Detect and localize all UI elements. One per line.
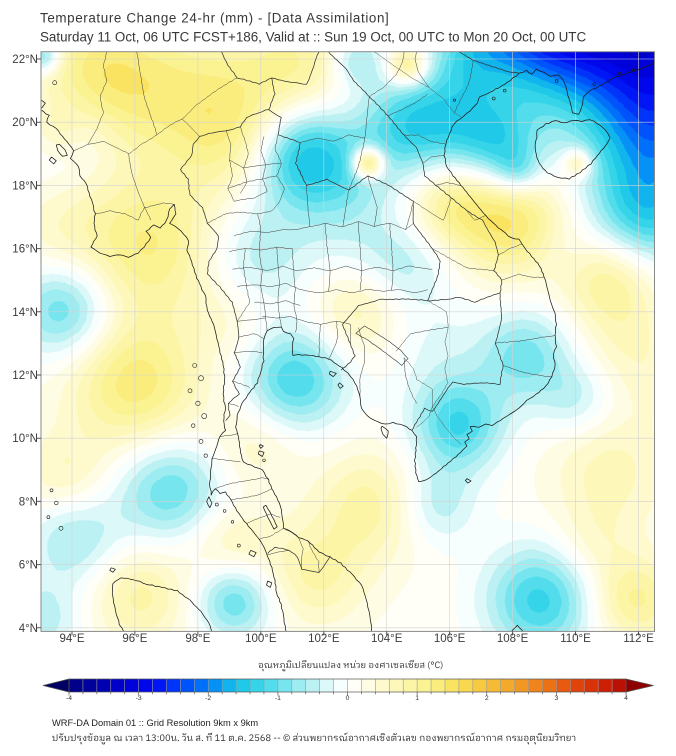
svg-text:10°N: 10°N: [12, 433, 38, 445]
svg-text:12°N: 12°N: [12, 370, 38, 382]
svg-text:6°N: 6°N: [19, 560, 38, 572]
svg-text:104°E: 104°E: [371, 633, 403, 645]
svg-text:14°N: 14°N: [12, 307, 38, 319]
svg-text:102°E: 102°E: [308, 633, 340, 645]
svg-text:110°E: 110°E: [560, 633, 591, 645]
svg-text:112°E: 112°E: [623, 633, 654, 645]
svg-text:0: 0: [346, 695, 350, 702]
svg-text:-3: -3: [136, 695, 142, 702]
svg-text:100°E: 100°E: [245, 633, 277, 645]
svg-text:96°E: 96°E: [122, 633, 147, 645]
svg-text:98°E: 98°E: [185, 633, 210, 645]
svg-text:16°N: 16°N: [12, 244, 38, 256]
svg-text:22°N: 22°N: [12, 54, 38, 66]
svg-text:2: 2: [485, 695, 489, 702]
svg-text:94°E: 94°E: [59, 633, 84, 645]
svg-text:4: 4: [624, 695, 628, 702]
svg-text:Saturday 11 Oct, 06 UTC FCST+1: Saturday 11 Oct, 06 UTC FCST+186, Valid …: [40, 30, 586, 45]
svg-text:4°N: 4°N: [19, 623, 38, 635]
svg-text:WRF-DA Domain 01 :: Grid Resol: WRF-DA Domain 01 :: Grid Resolution 9km …: [52, 718, 258, 728]
svg-text:20°N: 20°N: [12, 117, 38, 129]
svg-text:-4: -4: [66, 695, 72, 702]
svg-text:108°E: 108°E: [497, 633, 529, 645]
svg-text:Temperature Change 24-hr (mm): Temperature Change 24-hr (mm) - [Data As…: [40, 11, 389, 26]
svg-text:106°E: 106°E: [434, 633, 466, 645]
svg-text:1: 1: [415, 695, 419, 702]
svg-text:8°N: 8°N: [19, 496, 38, 508]
svg-text:3: 3: [555, 695, 559, 702]
svg-text:18°N: 18°N: [12, 180, 38, 192]
svg-text:-2: -2: [205, 695, 211, 702]
svg-text:-1: -1: [275, 695, 281, 702]
